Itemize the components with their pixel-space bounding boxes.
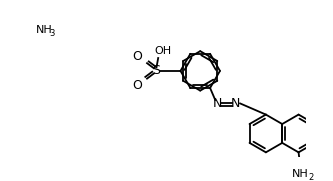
Text: O: O <box>133 79 143 92</box>
Text: NH: NH <box>36 25 52 35</box>
Text: 2: 2 <box>309 173 314 181</box>
Text: O: O <box>133 50 143 63</box>
Text: N: N <box>231 97 240 110</box>
Text: NH: NH <box>292 169 309 179</box>
Text: N: N <box>212 97 222 110</box>
Text: S: S <box>153 64 161 77</box>
Text: 3: 3 <box>49 29 55 38</box>
Text: OH: OH <box>155 46 172 56</box>
